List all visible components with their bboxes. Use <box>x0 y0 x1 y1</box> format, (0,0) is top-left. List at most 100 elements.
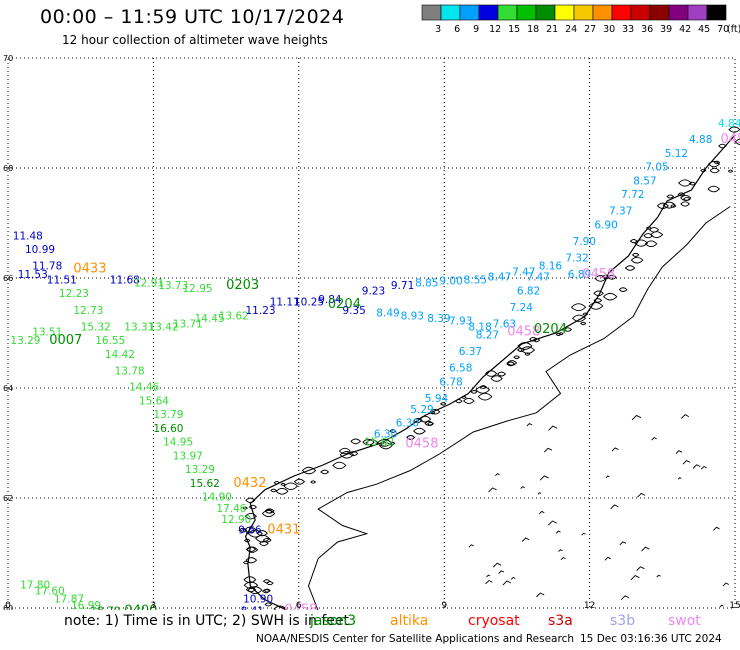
island-outline <box>238 527 248 533</box>
satellite-legend-cryosat: cryosat <box>468 613 520 629</box>
pass-time-label: 0458 <box>284 603 317 611</box>
lake-outline <box>547 520 557 526</box>
island-outline <box>570 303 587 312</box>
wave-height-label: 17.46 <box>216 503 246 515</box>
lake-outline <box>510 576 516 580</box>
x-tick-label: 15 <box>729 601 740 610</box>
coastline-path <box>244 134 736 610</box>
island-outline <box>310 480 317 484</box>
island-outline <box>246 546 259 553</box>
wave-height-label: 9.23 <box>362 286 385 298</box>
colorbar-legend: 3 6 9 12 15 18 21 24 27 30 33 36 39 42 45 70(ft) <box>421 4 740 35</box>
island-outline <box>261 510 276 518</box>
pass-time-label: 0007 <box>49 333 82 348</box>
island-outline <box>727 169 734 173</box>
island-outline <box>680 195 692 201</box>
wave-height-label: 12.73 <box>73 305 103 317</box>
wave-height-label: 17.87 <box>54 594 84 606</box>
lake-outline <box>536 592 545 598</box>
island-outline <box>624 265 636 271</box>
island-outline <box>262 579 271 584</box>
island-outline <box>429 411 436 415</box>
wave-height-label: 7.47 <box>512 266 535 278</box>
colorbar-label: 27 <box>584 24 596 35</box>
wave-height-label: 15.64 <box>139 396 169 408</box>
colorbar-unit: (ft) <box>727 24 740 35</box>
wave-height-label: 15.62 <box>190 478 220 490</box>
island-outline <box>634 239 649 247</box>
wave-height-label: 10.90 <box>243 594 273 606</box>
island-outline <box>593 290 604 297</box>
y-tick-label: 64 <box>3 384 13 393</box>
island-outline <box>348 451 359 457</box>
island-outline <box>563 327 573 332</box>
wave-height-label: 13.29 <box>10 335 40 347</box>
lake-outline <box>636 566 645 571</box>
wave-height-label: 9.00 <box>439 276 462 288</box>
lake-outline <box>692 464 701 469</box>
y-tick-label: 62 <box>3 494 13 503</box>
x-tick-label: 0 <box>5 601 11 610</box>
colorbar-label: 36 <box>641 24 653 35</box>
wave-height-label: 5.29 <box>410 404 433 416</box>
wave-height-label: 14.46 <box>129 382 159 394</box>
island-outline <box>734 138 740 146</box>
island-outline <box>648 227 660 233</box>
lake-outline <box>537 492 542 495</box>
wave-height-label: 4.88 <box>689 134 712 146</box>
x-tick-label: 3 <box>151 601 157 610</box>
wave-height-label: 9.71 <box>391 280 414 292</box>
wave-height-label: 15.32 <box>81 321 111 333</box>
island-outline <box>427 421 435 426</box>
island-outline <box>275 487 289 495</box>
lake-outline <box>538 510 545 515</box>
island-outline <box>582 312 589 316</box>
island-outline <box>461 395 467 399</box>
island-outline <box>602 292 618 301</box>
lake-outline <box>492 562 502 568</box>
island-outline <box>677 179 692 187</box>
colorbar-label: 21 <box>546 24 558 35</box>
lake-outline <box>495 473 500 477</box>
wave-height-label: 17.80 <box>20 580 50 592</box>
colorbar-label: 3 <box>435 24 441 35</box>
pass-time-label: 0458 <box>582 267 615 282</box>
island-outline <box>332 461 347 470</box>
island-outline <box>247 586 263 594</box>
wave-height-label: 7.47 <box>527 272 550 284</box>
island-outline <box>280 482 286 486</box>
wave-height-label: 5.12 <box>665 148 688 160</box>
lake-outline <box>485 579 493 585</box>
lake-outline <box>539 475 549 481</box>
island-outline <box>520 346 536 354</box>
y-tick-label: 70 <box>3 54 13 63</box>
island-outline <box>262 537 272 543</box>
island-outline <box>350 438 362 445</box>
wave-height-label: 9.35 <box>342 305 365 317</box>
wave-height-label: 6.82 <box>517 286 540 298</box>
island-outline <box>406 435 416 440</box>
island-outline <box>680 201 690 207</box>
island-outline <box>506 361 515 367</box>
pass-time-label: 0458 <box>507 325 540 340</box>
y-tick-label: 60 <box>3 604 13 610</box>
wave-height-label: 11.11 <box>270 297 300 309</box>
island-outline <box>588 302 604 310</box>
island-outline <box>273 481 280 485</box>
pass-time-label: 0400 <box>124 604 157 610</box>
island-outline <box>677 192 686 197</box>
lake-outline <box>719 604 724 608</box>
wave-height-label: 7.24 <box>510 302 534 314</box>
island-outline <box>245 546 257 552</box>
wave-height-label: 13.29 <box>185 464 215 476</box>
lake-outline <box>631 414 642 421</box>
island-outline <box>631 252 640 257</box>
island-outline <box>707 160 721 168</box>
satellite-legend-jason3: jason3 <box>310 613 357 629</box>
island-outline <box>362 438 375 446</box>
island-outline <box>389 429 397 433</box>
wave-height-label: 13.97 <box>173 451 203 463</box>
island-outline <box>455 399 463 404</box>
wave-height-label: 17.60 <box>35 585 65 597</box>
satellite-legend-s3a: s3a <box>548 613 573 629</box>
